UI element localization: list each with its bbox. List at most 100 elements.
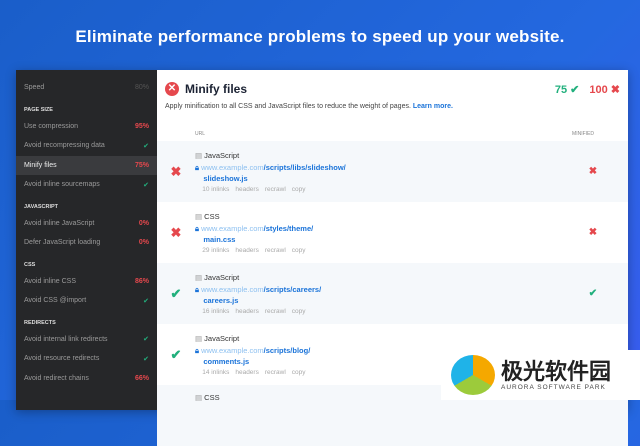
- table-row[interactable]: ✔ ▤ JavaScript 🔒︎ www.example.com/script…: [157, 324, 628, 385]
- lock-icon: 🔒︎: [195, 162, 199, 172]
- sidebar-item-value: 0%: [138, 239, 149, 247]
- check-icon: ✔: [170, 285, 182, 301]
- learn-more-link[interactable]: Learn more.: [412, 103, 453, 110]
- table-row[interactable]: ✔ ▤ JavaScript 🔒︎ www.example.com/script…: [157, 263, 628, 324]
- fail-circle-icon: ✕: [165, 82, 179, 96]
- sidebar-section-title: REDIRECTS: [24, 319, 56, 326]
- headers-link[interactable]: headers: [235, 246, 259, 254]
- inlinks-link[interactable]: 29 inlinks: [202, 246, 230, 254]
- sidebar-section-title: PAGE SIZE: [24, 106, 53, 113]
- sidebar-item-label: Avoid resource redirects: [24, 355, 100, 363]
- sidebar-item-value: 75%: [134, 161, 149, 169]
- app-panel: Speed 80% PAGE SIZE Use compression 95% Avoid…: [16, 70, 628, 446]
- inlinks-link[interactable]: 10 inlinks: [202, 185, 230, 193]
- sidebar-item-value: ✔: [143, 355, 149, 363]
- inlinks-link[interactable]: 16 inlinks: [202, 307, 230, 315]
- description: Apply minification to all CSS and JavaSc…: [165, 103, 411, 110]
- sidebar-item-value: ✔: [143, 336, 149, 344]
- recrawl-link[interactable]: recrawl: [264, 246, 286, 254]
- recrawl-link[interactable]: recrawl: [264, 368, 286, 376]
- sidebar-item-label: Defer JavaScript loading: [24, 239, 101, 247]
- sidebar-item-label: Avoid inline JavaScript: [24, 219, 95, 227]
- pass-count[interactable]: 75 ✔: [554, 83, 580, 96]
- copy-link[interactable]: copy: [291, 185, 306, 193]
- file-icon: ▤: [195, 150, 205, 160]
- sidebar-item-value: 66%: [134, 374, 149, 382]
- sidebar-item-label: Avoid redirect chains: [24, 374, 89, 382]
- copy-link[interactable]: copy: [291, 368, 306, 376]
- file-type: CSS: [204, 393, 220, 402]
- headers-link[interactable]: headers: [235, 368, 259, 376]
- sidebar-item[interactable]: Avoid internal link redirects ✔: [16, 330, 157, 350]
- sidebar-section-title: CSS: [24, 261, 36, 268]
- sidebar-item-label: Use compression: [24, 122, 79, 130]
- file-type: JavaScript: [204, 272, 240, 282]
- sidebar-item-label: Avoid recompressing data: [24, 142, 105, 150]
- lock-icon: 🔒︎: [195, 223, 199, 233]
- minified-check-icon: ✔: [588, 288, 598, 299]
- sidebar-item-value: 80%: [134, 84, 149, 92]
- sidebar-item-value: ✔: [143, 181, 149, 189]
- recrawl-link[interactable]: recrawl: [264, 185, 286, 193]
- headers-link[interactable]: headers: [235, 307, 259, 315]
- sidebar-item-value: ✔: [143, 297, 149, 305]
- sidebar-item-label: Minify files: [24, 161, 57, 169]
- sidebar-item-label: Avoid CSS @import: [24, 297, 87, 305]
- inlinks-link[interactable]: 14 inlinks: [202, 368, 230, 376]
- file-icon: ▤: [195, 211, 205, 221]
- sidebar-item[interactable]: Minify files 75%: [16, 155, 157, 175]
- file-type: JavaScript: [204, 333, 240, 343]
- file-icon: ▤: [195, 333, 205, 343]
- sidebar-item-value: ✔: [143, 142, 149, 150]
- sidebar-item[interactable]: Defer JavaScript loading 0%: [16, 233, 157, 253]
- sidebar-item-label: Avoid internal link redirects: [24, 335, 108, 343]
- sidebar-item[interactable]: Avoid inline sourcemaps ✔: [16, 175, 157, 195]
- sidebar-item[interactable]: Use compression 95%: [16, 117, 157, 137]
- sidebar-item[interactable]: Avoid CSS @import ✔: [16, 291, 157, 311]
- col-minified[interactable]: MINIFIED: [572, 131, 594, 137]
- sidebar-item[interactable]: Avoid inline JavaScript 0%: [16, 214, 157, 234]
- recrawl-link[interactable]: recrawl: [264, 307, 286, 315]
- sidebar-item-value: 86%: [134, 277, 149, 285]
- sidebar-item-label: Speed: [24, 84, 45, 92]
- copy-link[interactable]: copy: [291, 307, 306, 315]
- watermark: 极光软件园 AURORA SOFTWARE PARK: [441, 350, 640, 400]
- minified-cross-icon: ✖: [588, 166, 598, 177]
- cross-icon: ✖: [170, 224, 182, 240]
- sidebar-section-title: JAVASCRIPT: [24, 203, 59, 210]
- copy-link[interactable]: copy: [291, 246, 306, 254]
- table-row[interactable]: ✖ ▤ CSS 🔒︎ www.example.com/styles/theme/…: [157, 202, 628, 263]
- cross-icon: ✖: [170, 163, 182, 179]
- file-type: JavaScript: [204, 150, 240, 160]
- lock-icon: 🔒︎: [195, 345, 199, 355]
- watermark-cn: 极光软件园: [501, 358, 612, 384]
- sidebar-item[interactable]: Avoid redirect chains 66%: [16, 369, 157, 389]
- sidebar-item-value: 95%: [134, 122, 149, 130]
- main-content: ✕ Minify files 75 ✔ 100 ✖ Apply minifica…: [157, 70, 628, 446]
- page-title: Minify files: [185, 82, 248, 96]
- watermark-logo-icon: [451, 355, 495, 395]
- resource-url[interactable]: www.example.com/scripts/careers/ careers…: [201, 284, 322, 305]
- resource-url[interactable]: www.example.com/styles/theme/ main.css: [201, 223, 314, 244]
- resource-url[interactable]: www.example.com/scripts/blog/ comments.j…: [201, 345, 311, 366]
- sidebar-item-speed[interactable]: Speed 80%: [16, 78, 157, 98]
- headers-link[interactable]: headers: [235, 185, 259, 193]
- file-icon: ▤: [195, 272, 205, 282]
- check-icon: ✔: [170, 346, 182, 362]
- watermark-en: AURORA SOFTWARE PARK: [501, 383, 606, 391]
- sidebar-item[interactable]: Avoid inline CSS 86%: [16, 272, 157, 292]
- sidebar-item[interactable]: Avoid resource redirects ✔: [16, 349, 157, 369]
- sidebar-item-label: Avoid inline CSS: [24, 277, 77, 285]
- table-row[interactable]: ✖ ▤ JavaScript 🔒︎ www.example.com/script…: [157, 141, 628, 202]
- sidebar-item-label: Avoid inline sourcemaps: [24, 181, 100, 189]
- resource-url[interactable]: www.example.com/scripts/libs/slideshow/ …: [201, 162, 346, 183]
- hero-headline: Eliminate performance problems to speed …: [75, 27, 565, 46]
- col-url[interactable]: URL: [195, 131, 206, 137]
- results-table: ✖ ▤ JavaScript 🔒︎ www.example.com/script…: [157, 141, 628, 446]
- minified-cross-icon: ✖: [588, 227, 598, 238]
- file-type: CSS: [204, 211, 220, 221]
- sidebar-item[interactable]: Avoid recompressing data ✔: [16, 136, 157, 156]
- lock-icon: 🔒︎: [195, 284, 199, 294]
- sidebar-item-value: 0%: [138, 219, 149, 227]
- fail-count[interactable]: 100 ✖: [589, 83, 620, 96]
